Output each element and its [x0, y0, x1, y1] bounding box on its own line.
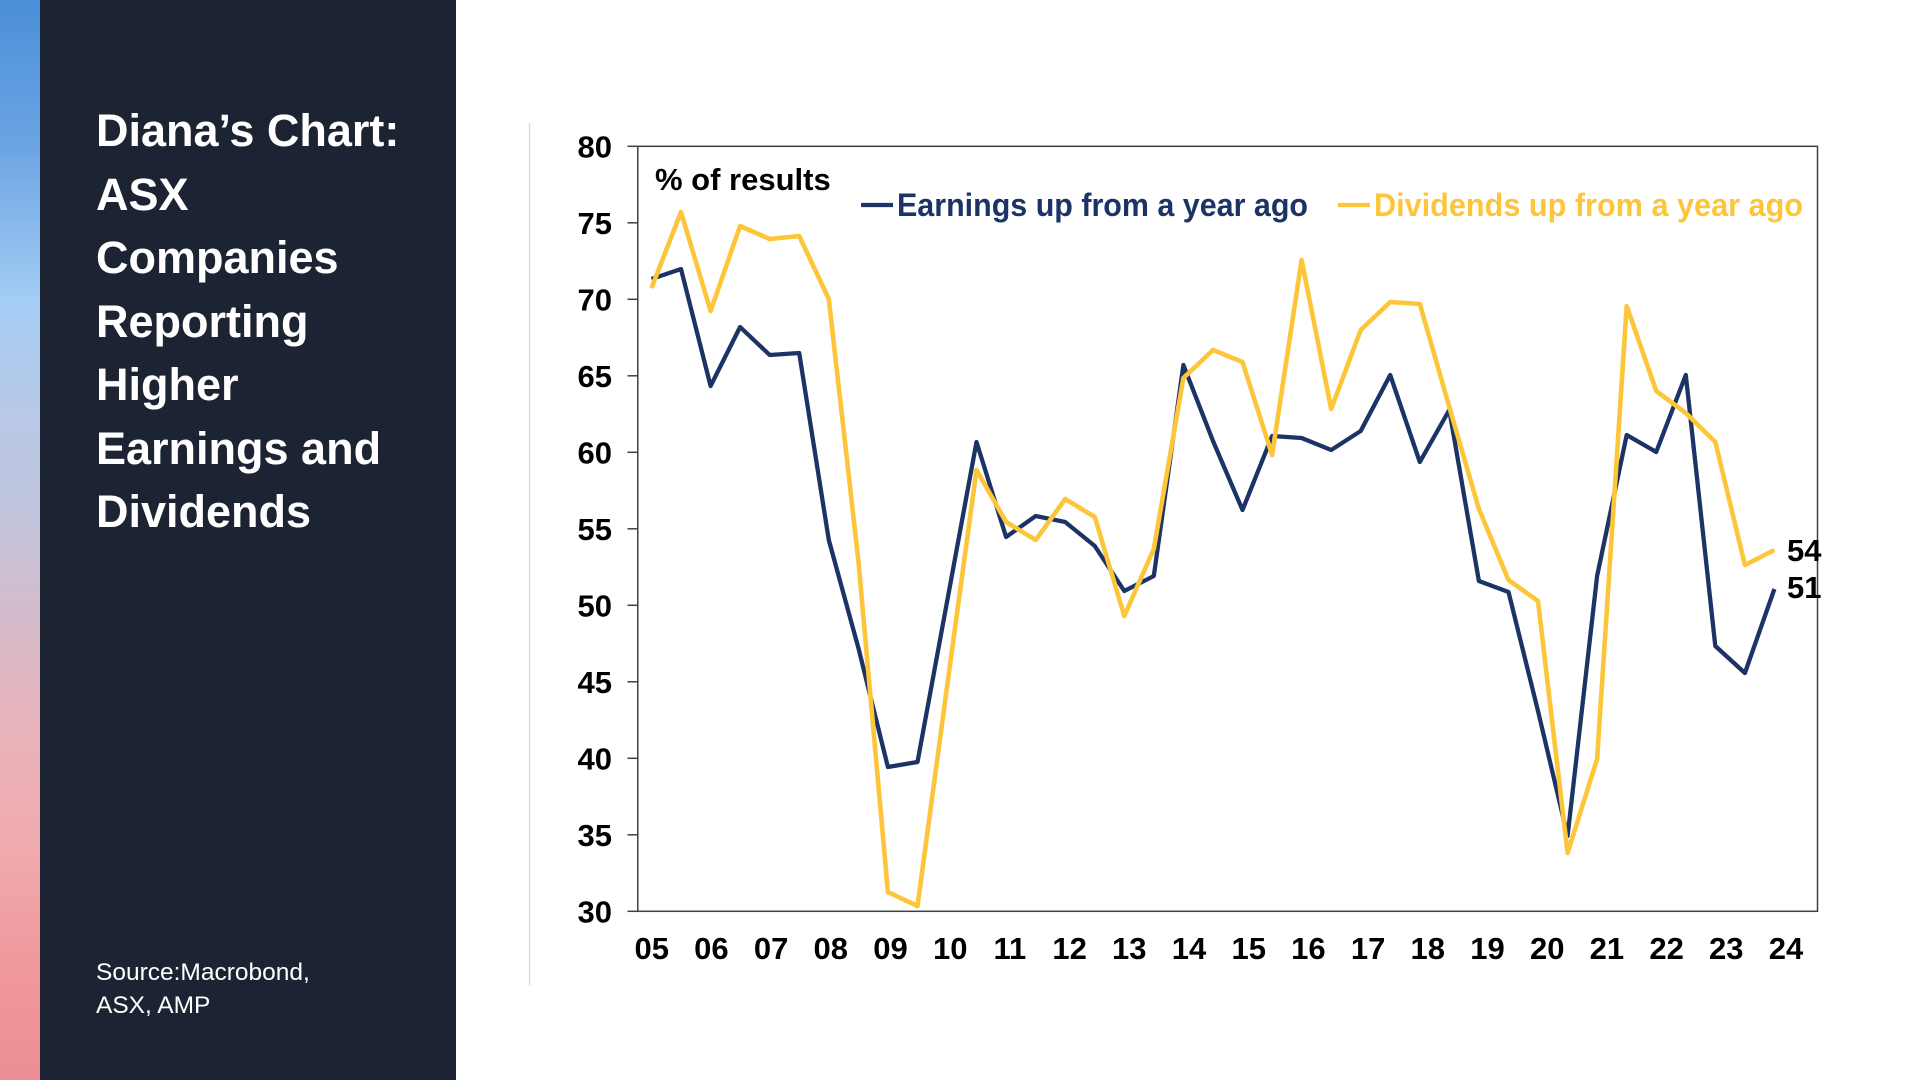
svg-text:12: 12	[1052, 931, 1086, 966]
svg-text:11: 11	[994, 931, 1027, 966]
svg-text:21: 21	[1590, 931, 1624, 966]
svg-text:08: 08	[814, 931, 848, 966]
svg-text:35: 35	[578, 818, 612, 853]
svg-text:54: 54	[1787, 533, 1822, 568]
svg-text:17: 17	[1351, 931, 1385, 966]
svg-text:16: 16	[1291, 931, 1325, 966]
svg-text:Dividends up from a year ago: Dividends up from a year ago	[1374, 187, 1803, 223]
svg-text:30: 30	[578, 894, 612, 929]
svg-text:70: 70	[578, 282, 612, 317]
svg-text:15: 15	[1231, 931, 1265, 966]
svg-text:80: 80	[578, 129, 612, 164]
svg-text:51: 51	[1787, 570, 1821, 605]
svg-text:19: 19	[1470, 931, 1504, 966]
svg-text:55: 55	[578, 512, 612, 547]
svg-text:13: 13	[1112, 931, 1146, 966]
svg-text:18: 18	[1411, 931, 1445, 966]
svg-text:75: 75	[578, 206, 612, 241]
svg-text:50: 50	[578, 588, 612, 623]
svg-text:Earnings up from a year ago: Earnings up from a year ago	[897, 187, 1308, 223]
svg-text:45: 45	[578, 665, 612, 700]
svg-text:07: 07	[754, 931, 788, 966]
svg-text:06: 06	[694, 931, 728, 966]
svg-text:% of results: % of results	[655, 162, 831, 197]
svg-text:09: 09	[873, 931, 907, 966]
svg-text:10: 10	[933, 931, 967, 966]
svg-text:14: 14	[1172, 931, 1207, 966]
svg-text:60: 60	[578, 435, 612, 470]
svg-text:22: 22	[1649, 931, 1683, 966]
svg-text:65: 65	[578, 359, 612, 394]
svg-text:23: 23	[1709, 931, 1743, 966]
svg-text:24: 24	[1769, 931, 1804, 966]
svg-text:20: 20	[1530, 931, 1564, 966]
svg-text:05: 05	[634, 931, 668, 966]
svg-text:40: 40	[578, 741, 612, 776]
